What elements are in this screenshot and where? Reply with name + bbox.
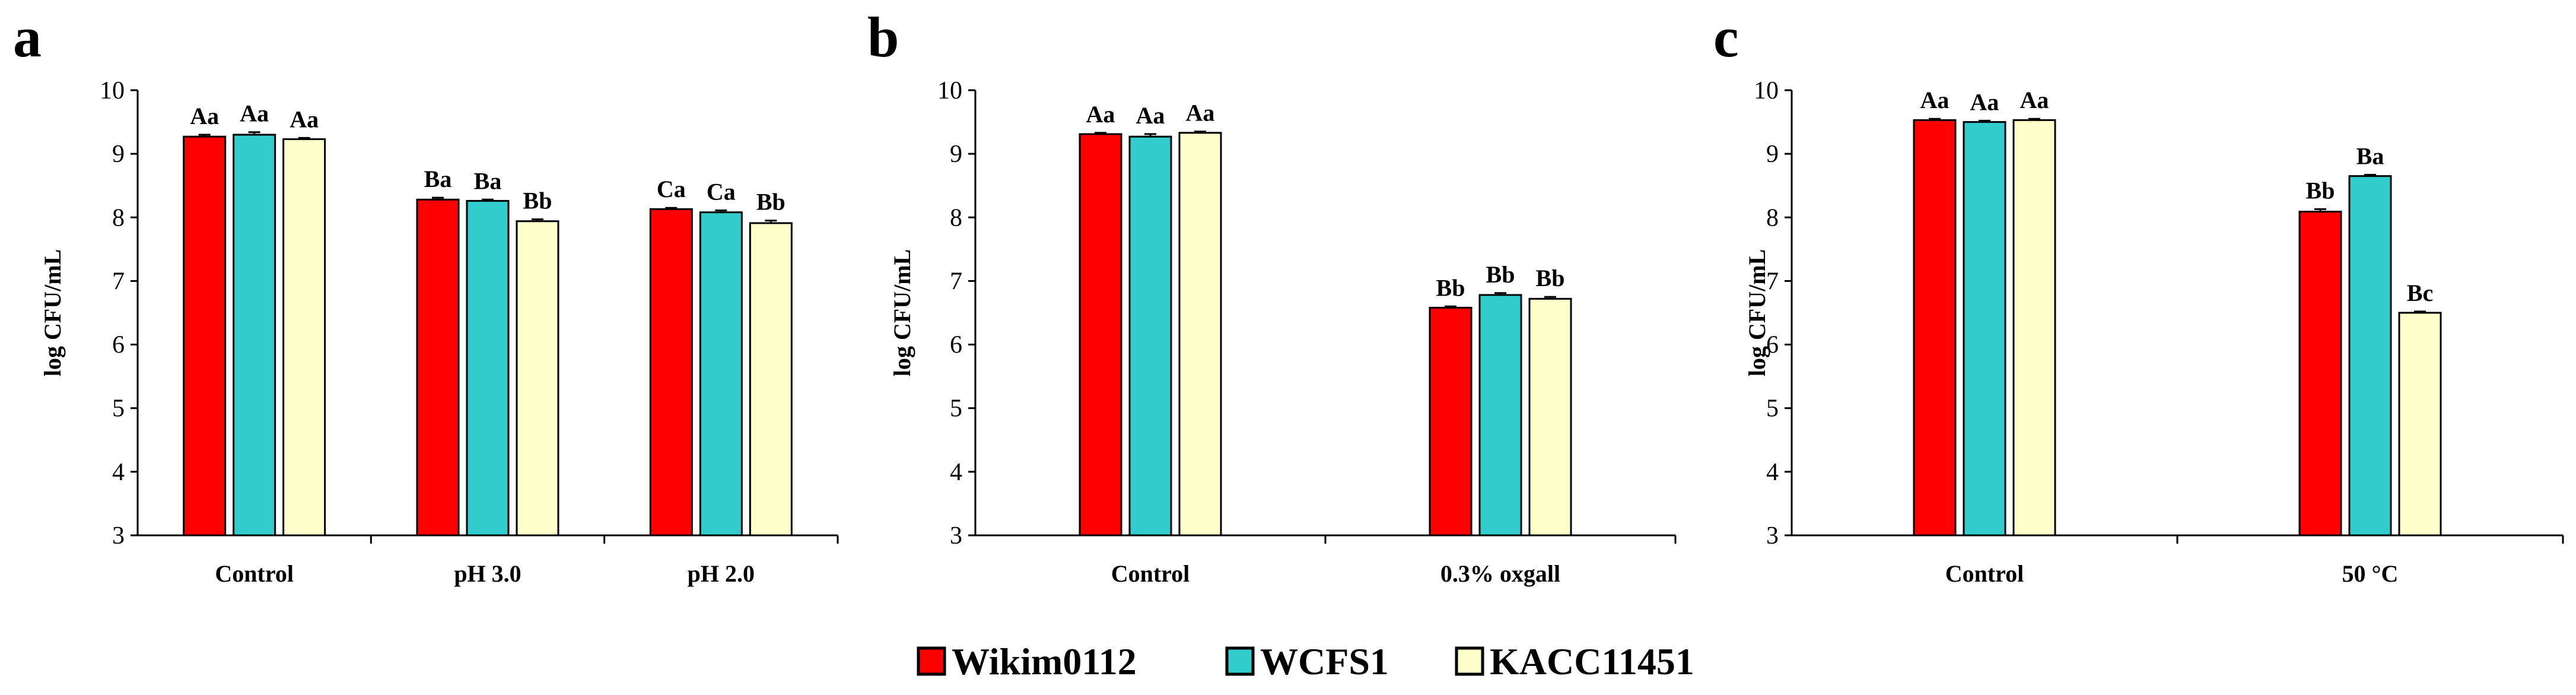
bar-wcfs1 [1478, 294, 1522, 537]
legend-item-kacc11451: KACC11451 [1455, 640, 1694, 683]
y-axis-label: log CFU/mL [889, 249, 915, 376]
bar-wikim0112 [1429, 306, 1473, 537]
significance-label: Bb [1536, 265, 1565, 291]
bar-kacc11451 [749, 222, 793, 537]
significance-label: Ba [424, 166, 452, 192]
legend-item-wcfs1: WCFS1 [1225, 640, 1389, 683]
y-tick-label: 7 [1766, 268, 1779, 295]
significance-label: Ca [657, 176, 686, 202]
y-axis-label: log CFU/mL [1744, 249, 1770, 376]
y-tick-label: 5 [112, 395, 125, 423]
y-tick-label: 6 [1766, 332, 1779, 359]
y-tick-label: 4 [950, 459, 962, 486]
bar-wcfs1 [1128, 135, 1172, 537]
significance-label: Aa [290, 106, 319, 132]
legend: Wikim0112 WCFS1 KACC11451 [917, 640, 1694, 683]
legend-label: KACC11451 [1490, 640, 1694, 683]
category-label: Control [215, 560, 294, 587]
y-tick-label: 10 [1754, 77, 1779, 104]
legend-swatch [1225, 646, 1255, 676]
y-tick-label: 9 [112, 141, 125, 168]
y-tick-label: 8 [112, 204, 125, 231]
y-tick-label: 5 [1766, 395, 1779, 423]
bar-wcfs1 [1963, 121, 2006, 537]
significance-label: Ba [2356, 143, 2384, 170]
y-tick-label: 4 [112, 459, 125, 486]
panel-b: b 3 4 5 6 7 8 9 10 log CFU/mL Aa Aa Aa Control Bb Bb Bb 0… [867, 5, 1677, 587]
y-tick-label: 3 [112, 522, 125, 550]
y-tick-label: 6 [950, 332, 962, 359]
bar-kacc11451 [282, 138, 326, 537]
panel-a: a 3 4 5 6 7 8 9 10 log CFU/mL Aa Aa Aa Control Ba Ba Bb p… [13, 5, 839, 587]
bar-wcfs1 [233, 134, 276, 537]
significance-label: Aa [1970, 88, 1999, 115]
y-tick-label: 7 [950, 268, 962, 295]
bar-wikim0112 [416, 198, 460, 537]
category-label: pH 3.0 [454, 560, 521, 587]
panel-letter: a [13, 5, 42, 69]
significance-label: Aa [2020, 87, 2049, 113]
significance-label: Aa [1086, 101, 1115, 128]
bar-wcfs1 [2348, 175, 2392, 537]
bar-kacc11451 [2012, 119, 2056, 537]
significance-label: Bb [1486, 261, 1515, 288]
y-tick-label: 8 [950, 204, 962, 231]
y-tick-label: 3 [950, 522, 962, 550]
legend-swatch [1455, 646, 1484, 676]
legend-item-wikim0112: Wikim0112 [917, 640, 1137, 683]
significance-label: Aa [240, 100, 269, 127]
significance-label: Bb [2306, 177, 2335, 204]
panel-letter: b [867, 5, 899, 69]
bar-wikim0112 [183, 135, 227, 537]
y-tick-label: 6 [112, 332, 125, 359]
bar-kacc11451 [2398, 312, 2442, 537]
panel-c: c 3 4 5 6 7 8 9 10 log CFU/mL Aa Aa Aa Control Bb Ba Bc 5… [1713, 5, 2564, 587]
y-tick-label: 5 [950, 395, 962, 423]
legend-label: Wikim0112 [952, 640, 1137, 683]
bar-wikim0112 [649, 208, 693, 537]
significance-label: Ba [474, 167, 502, 194]
bar-kacc11451 [516, 220, 559, 537]
bar-kacc11451 [1178, 132, 1222, 537]
significance-label: Ca [707, 179, 736, 205]
category-label: 50 °C [2342, 560, 2399, 587]
y-tick-label: 9 [950, 141, 962, 168]
y-tick-label: 9 [1766, 141, 1779, 168]
y-tick-label: 10 [100, 77, 125, 104]
bar-wikim0112 [1079, 133, 1122, 537]
significance-label: Aa [1186, 100, 1215, 126]
bar-wikim0112 [1913, 119, 1957, 537]
bar-kacc11451 [1528, 297, 1572, 537]
y-tick-label: 8 [1766, 204, 1779, 231]
panel-letter: c [1713, 5, 1739, 69]
category-label: Control [1111, 560, 1190, 587]
legend-label: WCFS1 [1260, 640, 1389, 683]
significance-label: Bc [2407, 280, 2433, 306]
chart-panels: a 3 4 5 6 7 8 9 10 log CFU/mL Aa Aa Aa Control Ba Ba Bb p… [13, 5, 2564, 587]
significance-label: Aa [1920, 87, 1950, 113]
significance-label: Aa [190, 103, 219, 129]
significance-label: Bb [523, 188, 552, 214]
y-tick-label: 4 [1766, 459, 1779, 486]
y-tick-label: 7 [112, 268, 125, 295]
y-tick-label: 3 [1766, 522, 1779, 550]
y-tick-label: 10 [937, 77, 962, 104]
bar-wcfs1 [699, 211, 743, 537]
bar-wikim0112 [2298, 211, 2342, 537]
significance-label: Bb [756, 189, 785, 215]
bar-wcfs1 [466, 199, 510, 537]
category-label: 0.3% oxgall [1440, 560, 1560, 587]
legend-swatch [917, 646, 946, 676]
significance-label: Aa [1136, 102, 1165, 129]
significance-label: Bb [1436, 274, 1465, 301]
category-label: Control [1945, 560, 2024, 587]
y-axis-label: log CFU/mL [39, 249, 66, 376]
category-label: pH 2.0 [688, 560, 755, 587]
